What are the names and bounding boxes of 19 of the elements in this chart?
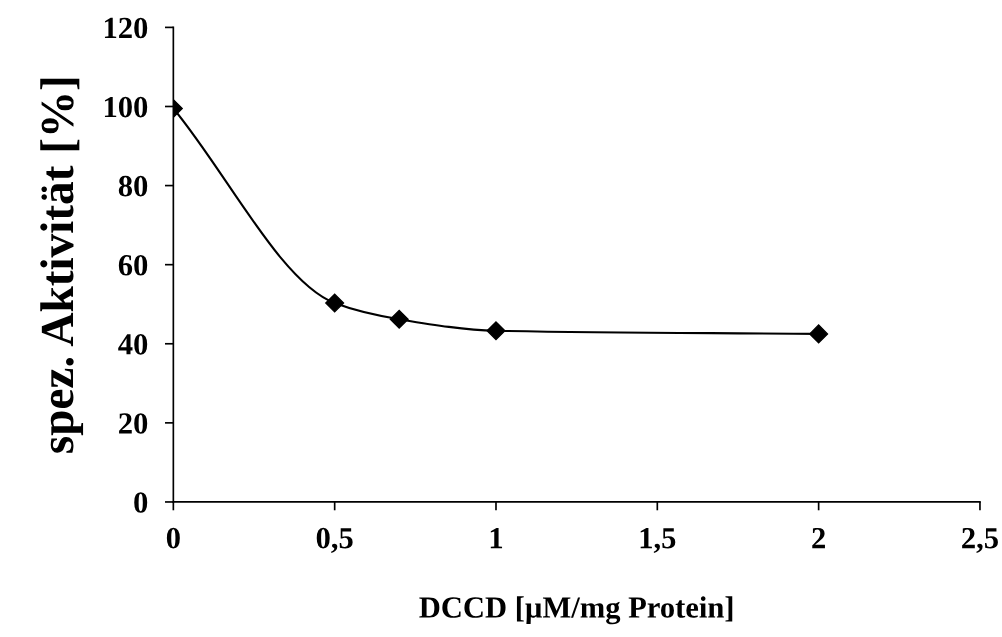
x-tick-label: 2,5 xyxy=(962,527,998,553)
x-tick-label: 1,5 xyxy=(640,527,676,553)
x-tick-label: 1 xyxy=(490,527,503,549)
point xyxy=(389,309,409,329)
y-tick-label: 0 xyxy=(134,492,148,513)
point xyxy=(809,324,829,344)
x-axis-title: DCCD [µM/mg Protein] xyxy=(419,596,733,625)
y-tick-label: 60 xyxy=(118,254,148,276)
y-tick-label: 100 xyxy=(104,96,148,118)
x-tick-label: 0,5 xyxy=(316,527,353,553)
y-tick-label: 40 xyxy=(118,334,148,355)
y-tick-label: 20 xyxy=(119,413,148,434)
y-tick-label: 120 xyxy=(104,17,148,39)
point xyxy=(325,293,345,313)
x-tick-label: 0 xyxy=(166,527,180,549)
point xyxy=(486,321,506,341)
y-axis-title: spez. Aktivität [%] xyxy=(40,78,84,453)
x-tick-label: 2 xyxy=(812,527,825,549)
y-tick-label: 80 xyxy=(118,175,148,197)
